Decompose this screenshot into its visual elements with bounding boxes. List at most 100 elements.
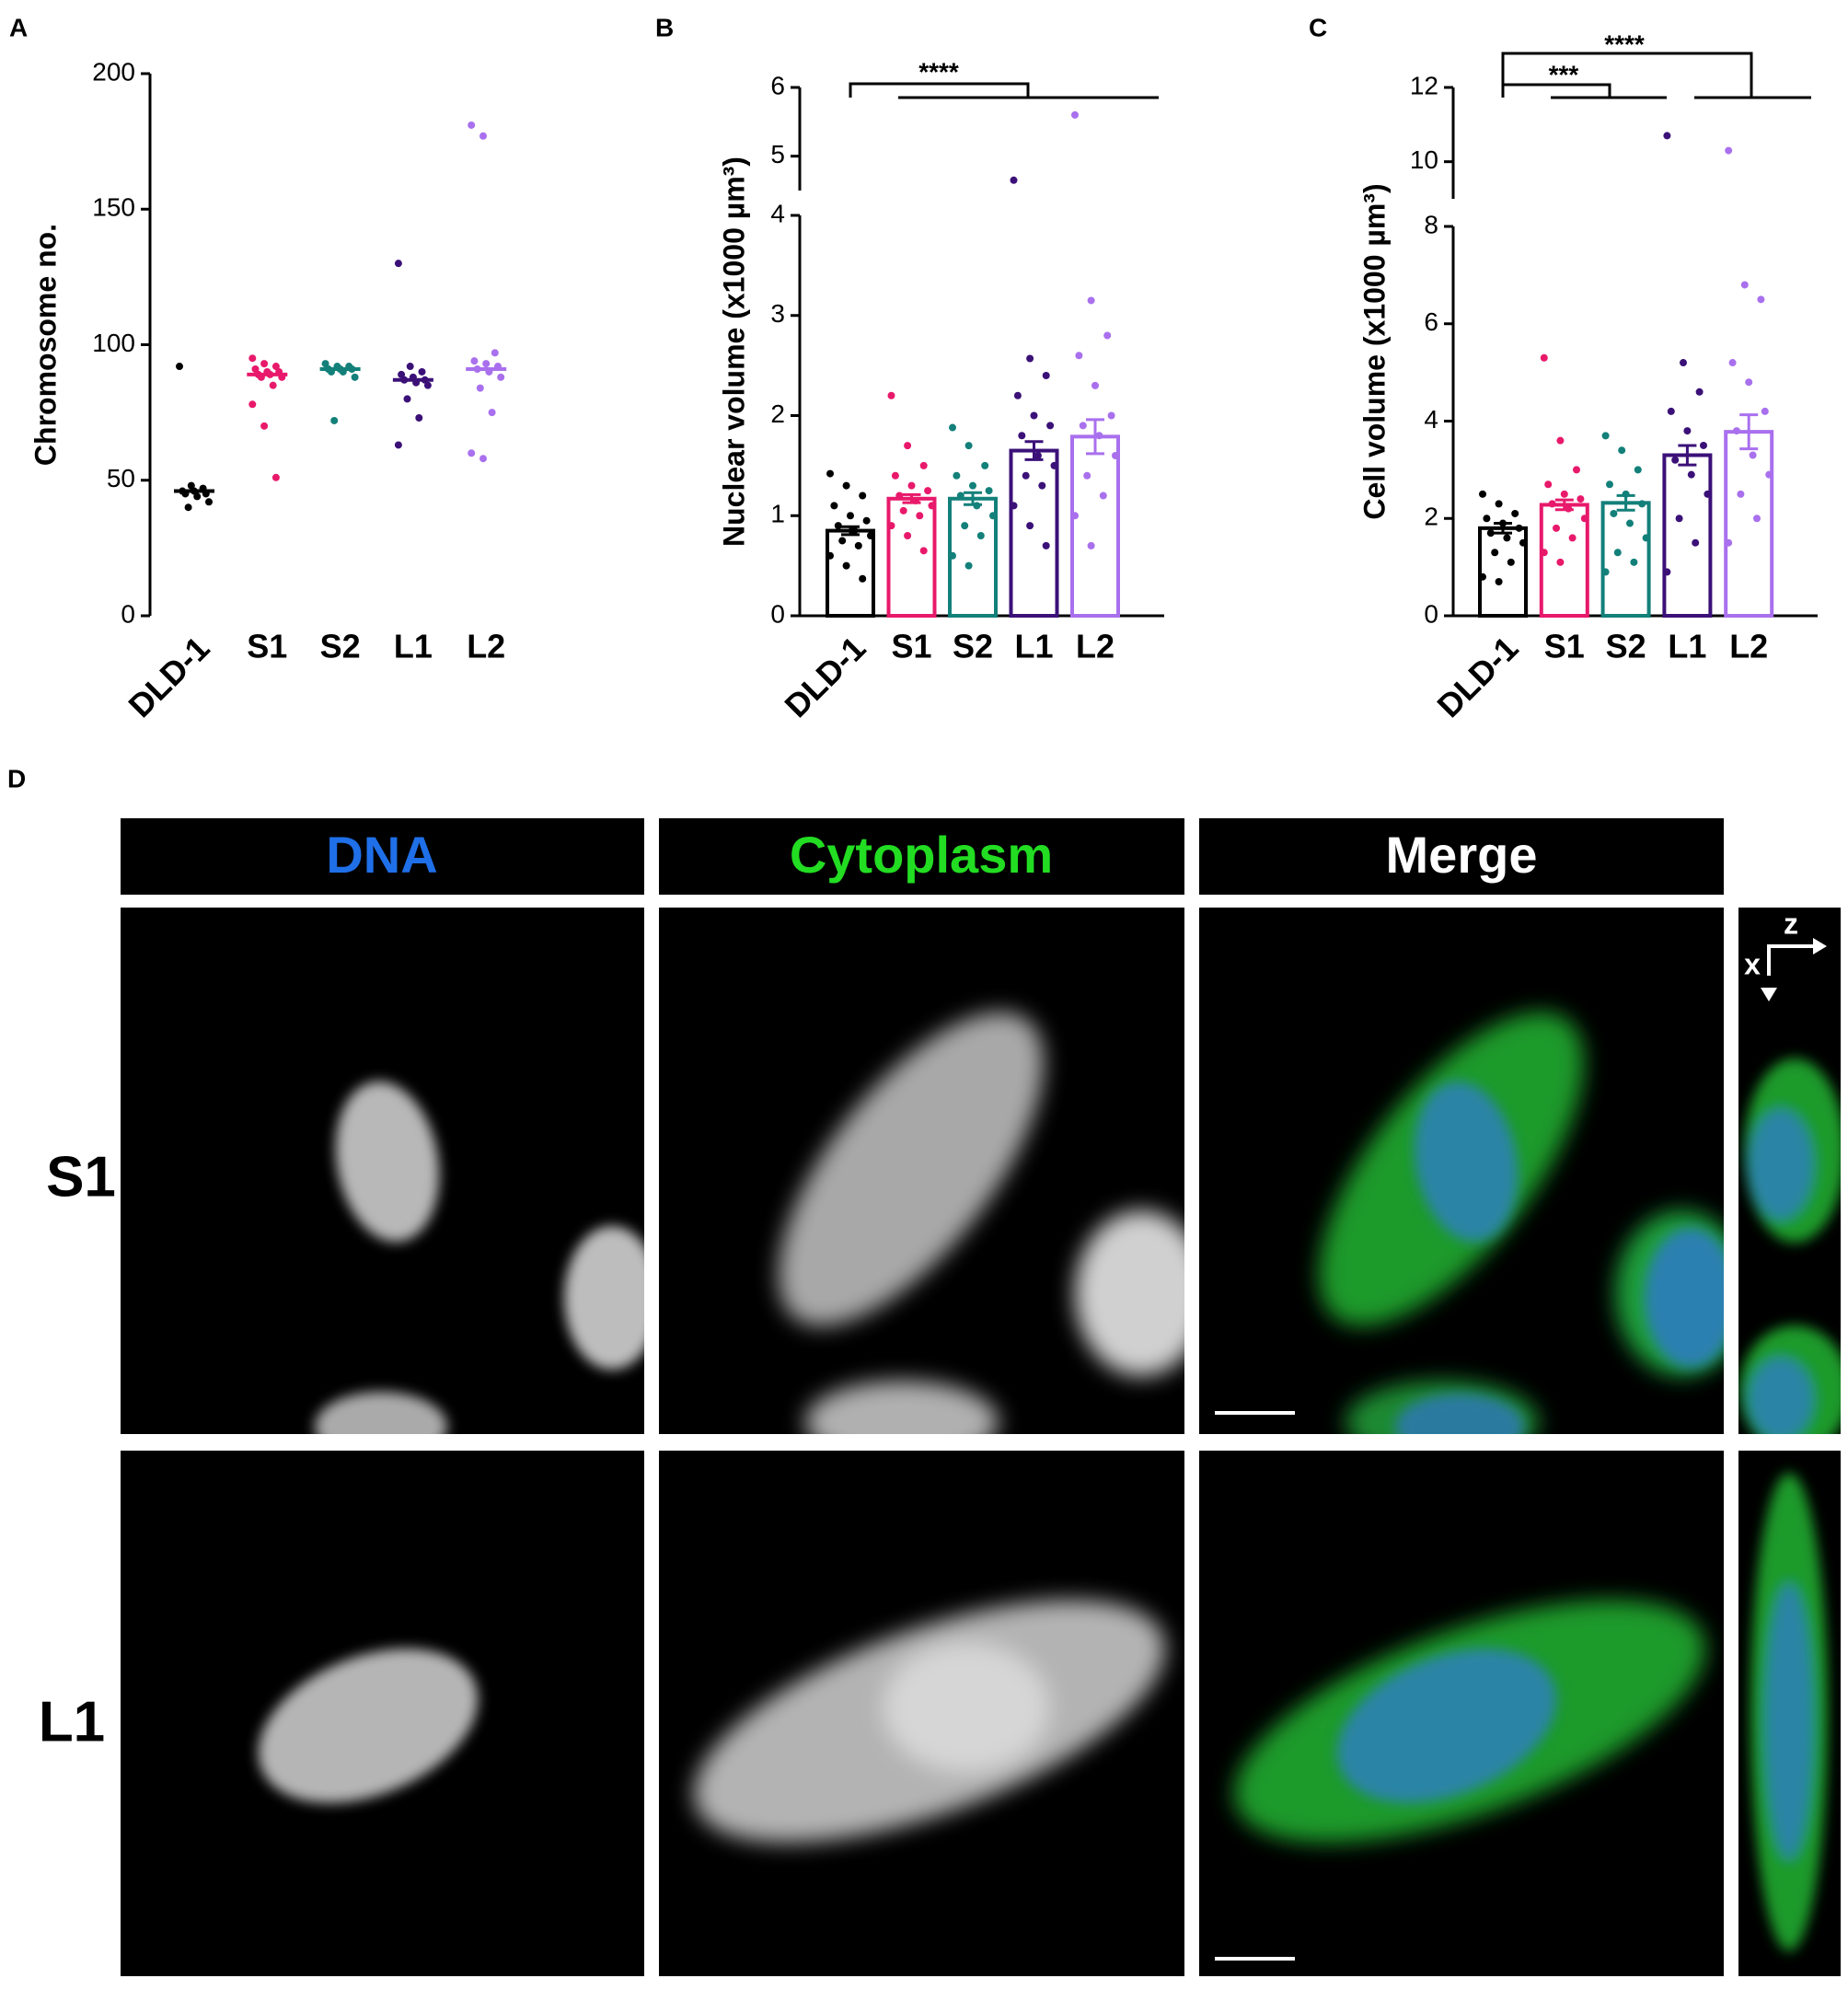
data-point — [1540, 549, 1548, 557]
column-header — [659, 818, 1184, 895]
data-point — [859, 492, 867, 500]
data-point — [1568, 534, 1577, 542]
error-bar — [1616, 493, 1635, 512]
data-point — [956, 492, 964, 500]
data-point — [468, 121, 476, 129]
data-point — [1606, 480, 1613, 489]
data-point — [1083, 471, 1091, 480]
data-point — [1010, 502, 1018, 510]
nucleus-image — [315, 1081, 644, 1434]
y-tick-label: 4 — [1424, 405, 1438, 434]
data-point — [423, 381, 432, 389]
data-point — [850, 526, 859, 535]
data-point — [1577, 495, 1585, 503]
data-point — [1692, 538, 1700, 547]
error-bar — [1554, 498, 1574, 512]
orientation-axes — [1761, 938, 1827, 1001]
data-point — [271, 473, 280, 481]
row-title: S1 — [46, 1145, 116, 1209]
error-bar — [1086, 418, 1104, 456]
data-point — [953, 471, 961, 480]
data-point — [1507, 558, 1515, 566]
data-point — [1112, 452, 1119, 459]
data-point — [394, 441, 402, 449]
data-point — [479, 455, 487, 463]
y-tick-label: 3 — [770, 299, 785, 328]
bar — [826, 528, 875, 618]
data-point — [1683, 427, 1692, 435]
data-point — [981, 461, 989, 469]
data-point — [1700, 441, 1707, 449]
data-point — [1503, 534, 1511, 542]
x-tick-label: DLD-1 — [1429, 629, 1525, 724]
x-tick-label: L2 — [1729, 628, 1768, 665]
data-point — [928, 502, 936, 510]
data-point — [842, 481, 850, 490]
column-title: Merge — [1386, 826, 1538, 884]
data-point — [351, 373, 359, 381]
data-point — [1626, 519, 1634, 527]
data-point — [964, 561, 973, 570]
data-point — [193, 492, 202, 501]
x-tick-label: L2 — [467, 628, 505, 665]
data-point — [899, 506, 907, 515]
data-point — [919, 547, 928, 555]
data-point — [830, 502, 838, 510]
bar — [886, 496, 937, 619]
data-point — [1026, 522, 1034, 530]
y-tick-label: 150 — [92, 193, 135, 222]
data-point — [482, 360, 491, 368]
x-tick-label: S2 — [1606, 628, 1646, 665]
data-point — [904, 532, 912, 539]
data-point — [476, 384, 484, 392]
bar — [1662, 453, 1713, 619]
cytoplasm-image — [778, 1012, 1184, 1434]
data-point — [1675, 515, 1683, 523]
data-point — [479, 132, 487, 140]
y-tick-label: 12 — [1410, 71, 1438, 99]
data-point — [184, 503, 192, 512]
data-point — [842, 561, 850, 570]
data-point — [1511, 509, 1519, 517]
bar — [1600, 501, 1651, 619]
panel-label: B — [655, 13, 674, 41]
data-point — [1737, 490, 1745, 498]
data-point — [854, 541, 862, 550]
data-point — [1580, 515, 1588, 523]
data-point — [1725, 146, 1733, 155]
data-point — [1687, 470, 1695, 479]
data-point — [1479, 573, 1486, 581]
significance-label: **** — [918, 57, 959, 86]
y-axis-title: Chromosome no. — [29, 224, 62, 466]
data-point — [1610, 509, 1618, 517]
data-point — [1107, 411, 1115, 420]
bar — [948, 496, 998, 619]
y-tick-label: 5 — [770, 140, 785, 168]
data-point — [398, 370, 406, 378]
y-tick-label: 100 — [92, 329, 135, 357]
y-tick-label: 6 — [770, 71, 785, 99]
column-title: DNA — [326, 826, 437, 884]
data-point — [1556, 558, 1565, 566]
bar — [1539, 503, 1589, 619]
data-point — [1544, 480, 1553, 489]
data-point — [949, 551, 956, 560]
data-point — [1573, 466, 1580, 474]
data-point — [862, 516, 871, 525]
data-point — [1761, 407, 1769, 415]
data-point — [1515, 524, 1523, 532]
x-tick-label: L1 — [394, 628, 433, 665]
x-tick-label: L1 — [1668, 628, 1706, 665]
panel-label: D — [7, 764, 26, 793]
data-point — [834, 522, 842, 530]
data-point — [1663, 568, 1671, 576]
data-point — [1745, 378, 1753, 387]
data-point — [1075, 352, 1083, 360]
data-point — [497, 373, 505, 381]
data-point — [1071, 512, 1079, 520]
error-bar — [902, 492, 921, 504]
panel-label: C — [1309, 13, 1327, 41]
data-point — [260, 422, 269, 430]
y-tick-label: 1 — [770, 500, 785, 528]
column-header — [121, 818, 644, 895]
